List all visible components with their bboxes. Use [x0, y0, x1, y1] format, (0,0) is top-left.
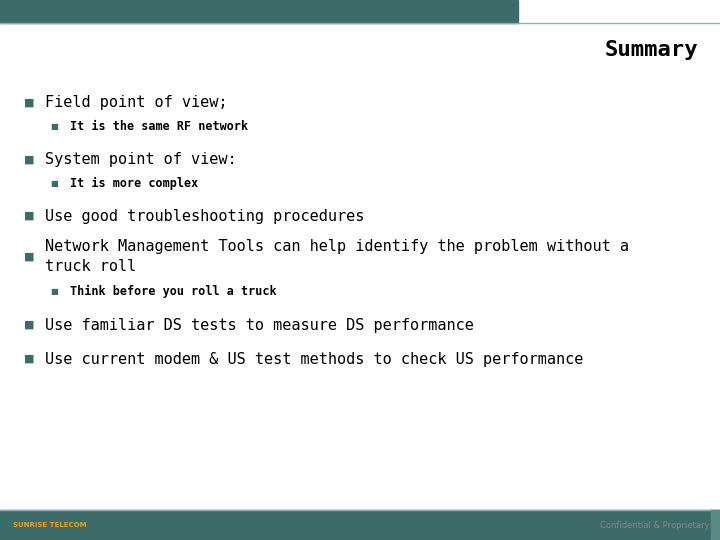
Text: ■: ■: [50, 287, 58, 296]
Text: ■: ■: [24, 320, 34, 330]
Text: Field point of view;: Field point of view;: [45, 95, 227, 110]
Bar: [0, 0, 518, 23]
Bar: [711, 510, 720, 540]
Bar: [0, 510, 720, 540]
Text: SUNRISE TELECOM: SUNRISE TELECOM: [13, 522, 86, 529]
Text: ■: ■: [24, 98, 34, 107]
Text: Confidential & Proprietary: Confidential & Proprietary: [600, 521, 709, 530]
Text: ■: ■: [24, 211, 34, 221]
Text: ■: ■: [24, 252, 34, 261]
Text: ■: ■: [24, 354, 34, 364]
Text: It is more complex: It is more complex: [70, 177, 198, 190]
Text: ■: ■: [50, 123, 58, 131]
Text: It is the same RF network: It is the same RF network: [70, 120, 248, 133]
Text: Use good troubleshooting procedures: Use good troubleshooting procedures: [45, 208, 364, 224]
Text: Summary: Summary: [605, 40, 698, 60]
Text: ■: ■: [24, 154, 34, 164]
Text: ■: ■: [50, 179, 58, 188]
Text: Network Management Tools can help identify the problem without a
truck roll: Network Management Tools can help identi…: [45, 239, 629, 274]
Text: Use familiar DS tests to measure DS performance: Use familiar DS tests to measure DS perf…: [45, 318, 474, 333]
Text: Think before you roll a truck: Think before you roll a truck: [70, 285, 276, 298]
Text: Use current modem & US test methods to check US performance: Use current modem & US test methods to c…: [45, 352, 583, 367]
Text: System point of view:: System point of view:: [45, 152, 236, 167]
